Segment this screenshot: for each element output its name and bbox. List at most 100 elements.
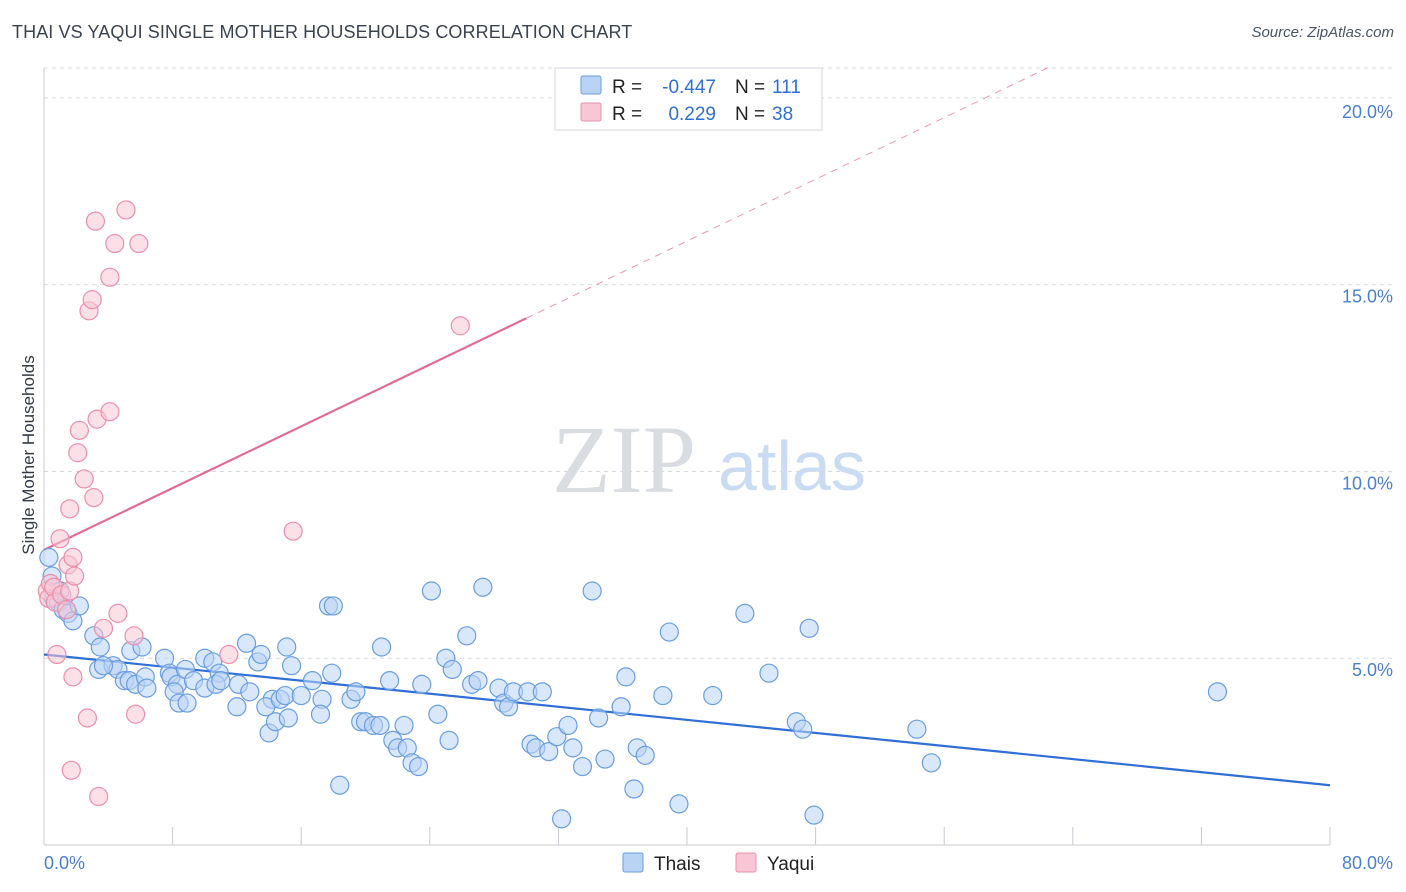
point-thais bbox=[558, 715, 578, 736]
point-thais bbox=[1207, 682, 1228, 702]
point-thais bbox=[236, 633, 257, 653]
point-yaqui bbox=[77, 708, 98, 728]
stats-legend: R = -0.447 N = 111 R = 0.229 N = 38 bbox=[554, 67, 823, 131]
point-thais bbox=[227, 697, 247, 717]
point-thais bbox=[572, 756, 593, 777]
point-yaqui bbox=[56, 600, 77, 620]
point-thais bbox=[759, 663, 779, 683]
point-thais bbox=[371, 637, 392, 657]
point-thais bbox=[281, 656, 302, 676]
point-thais bbox=[394, 715, 414, 736]
point-thais bbox=[39, 547, 59, 567]
point-thais bbox=[93, 656, 114, 676]
point-thais bbox=[177, 693, 197, 713]
series-legend-swatch-yaqui bbox=[735, 852, 757, 873]
point-yaqui bbox=[89, 786, 109, 807]
legend-n-label-thais: N = bbox=[735, 77, 765, 98]
point-thais bbox=[278, 708, 298, 728]
point-thais bbox=[291, 685, 311, 706]
point-thais bbox=[804, 805, 824, 825]
point-thais bbox=[624, 779, 644, 799]
legend-n-value-yaqui: 38 bbox=[772, 104, 793, 125]
point-thais bbox=[653, 685, 673, 706]
series-legend-label-thais: Thais bbox=[654, 854, 700, 875]
point-thais bbox=[90, 637, 110, 657]
point-thais bbox=[439, 730, 459, 751]
legend-n-label-yaqui: N = bbox=[735, 104, 765, 125]
point-thais bbox=[408, 756, 429, 777]
point-thais bbox=[611, 697, 631, 717]
point-thais bbox=[380, 671, 400, 691]
watermark-atlas: atlas bbox=[718, 427, 866, 505]
point-thais bbox=[137, 678, 157, 698]
point-thais bbox=[921, 753, 941, 773]
point-thais bbox=[457, 626, 477, 646]
axes: 5.0% 10.0% 15.0% 20.0% bbox=[43, 68, 1393, 846]
point-yaqui bbox=[126, 704, 146, 724]
point-yaqui bbox=[124, 626, 144, 646]
trend-line-yaqui bbox=[43, 317, 527, 551]
point-thais bbox=[659, 622, 679, 642]
point-thais bbox=[539, 742, 559, 762]
point-thais bbox=[473, 577, 493, 597]
point-thais bbox=[616, 667, 636, 687]
point-yaqui bbox=[69, 420, 89, 440]
y-tick-label: 20.0% bbox=[1342, 102, 1393, 122]
data-points bbox=[37, 200, 1228, 829]
point-yaqui bbox=[82, 290, 102, 310]
point-thais bbox=[799, 618, 819, 638]
point-yaqui bbox=[68, 443, 88, 463]
point-yaqui bbox=[63, 667, 83, 687]
point-thais bbox=[907, 719, 927, 739]
legend-swatch-yaqui bbox=[580, 102, 602, 122]
point-yaqui bbox=[450, 316, 470, 336]
point-thais bbox=[635, 745, 655, 765]
point-thais bbox=[277, 637, 297, 657]
legend-r-value-thais: -0.447 bbox=[662, 77, 716, 98]
point-thais bbox=[412, 674, 432, 694]
point-yaqui bbox=[50, 529, 70, 549]
point-yaqui bbox=[100, 402, 120, 422]
point-thais bbox=[302, 671, 323, 691]
watermark: ZIP atlas bbox=[552, 406, 866, 513]
point-yaqui bbox=[47, 644, 67, 665]
point-thais bbox=[595, 749, 615, 769]
point-thais bbox=[552, 809, 572, 829]
point-thais bbox=[323, 596, 343, 616]
point-yaqui bbox=[116, 200, 136, 220]
point-yaqui bbox=[61, 760, 81, 780]
point-thais bbox=[442, 659, 462, 680]
point-thais bbox=[532, 682, 552, 702]
point-thais bbox=[703, 685, 723, 706]
x-tick-label-max: 80.0% bbox=[1342, 853, 1393, 873]
point-yaqui bbox=[64, 566, 85, 586]
point-yaqui bbox=[84, 487, 104, 508]
legend-r-value-yaqui: 0.229 bbox=[668, 104, 716, 125]
point-yaqui bbox=[60, 499, 80, 519]
legend-swatch-thais bbox=[580, 75, 602, 95]
point-thais bbox=[421, 581, 442, 601]
point-thais bbox=[793, 719, 813, 739]
legend-r-label-yaqui: R = bbox=[612, 104, 642, 125]
point-yaqui bbox=[63, 547, 83, 567]
point-thais bbox=[370, 715, 390, 736]
point-thais bbox=[468, 671, 488, 691]
trend-line-yaqui-extension bbox=[526, 67, 1048, 319]
point-yaqui bbox=[85, 211, 106, 231]
point-yaqui bbox=[93, 618, 114, 638]
legend-n-value-thais: 111 bbox=[772, 77, 801, 98]
point-yaqui bbox=[100, 267, 120, 287]
y-tick-label: 10.0% bbox=[1342, 473, 1393, 493]
point-yaqui bbox=[105, 233, 125, 254]
point-yaqui bbox=[283, 521, 303, 541]
point-thais bbox=[428, 704, 448, 724]
y-axis-label: Single Mother Households bbox=[19, 355, 38, 554]
point-thais bbox=[330, 775, 350, 795]
series-legend-swatch-thais bbox=[622, 852, 644, 873]
point-thais bbox=[588, 708, 609, 728]
point-thais bbox=[669, 794, 689, 814]
point-yaqui bbox=[129, 233, 149, 254]
trend-lines bbox=[43, 67, 1331, 787]
y-tick-label: 5.0% bbox=[1352, 660, 1393, 680]
point-thais bbox=[275, 685, 295, 706]
